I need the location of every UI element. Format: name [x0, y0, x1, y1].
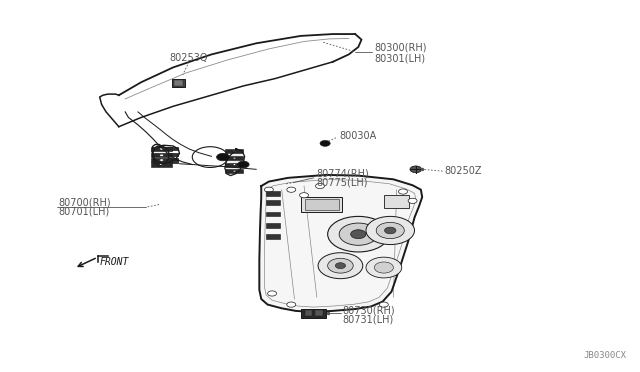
Circle shape: [399, 189, 408, 194]
Text: 80253Q: 80253Q: [170, 53, 209, 63]
Circle shape: [233, 170, 236, 172]
Text: 80731(LH): 80731(LH): [342, 314, 394, 324]
Text: 80730(RH): 80730(RH): [342, 305, 395, 315]
Circle shape: [160, 159, 164, 161]
Bar: [152, 153, 172, 157]
Polygon shape: [153, 146, 170, 166]
Bar: [266, 191, 280, 196]
Bar: [225, 163, 243, 167]
Circle shape: [374, 262, 394, 273]
Circle shape: [335, 263, 346, 269]
Bar: [225, 169, 243, 173]
Circle shape: [339, 223, 378, 245]
Circle shape: [366, 257, 402, 278]
Circle shape: [351, 230, 366, 238]
Bar: [315, 310, 323, 316]
Circle shape: [366, 217, 415, 244]
Circle shape: [328, 258, 353, 273]
Circle shape: [380, 302, 388, 307]
Bar: [266, 212, 280, 217]
Text: FRONT: FRONT: [100, 257, 129, 267]
Circle shape: [233, 157, 236, 159]
Bar: [384, 195, 410, 208]
Circle shape: [233, 164, 236, 165]
Circle shape: [385, 227, 396, 234]
Bar: [305, 310, 312, 316]
Polygon shape: [259, 175, 422, 312]
Circle shape: [160, 154, 164, 156]
Circle shape: [160, 148, 164, 150]
Bar: [172, 78, 184, 87]
Bar: [152, 162, 172, 167]
Circle shape: [318, 253, 363, 279]
Text: 80250Z: 80250Z: [445, 166, 482, 176]
Bar: [173, 80, 182, 86]
Circle shape: [160, 163, 164, 166]
Bar: [152, 147, 172, 151]
Circle shape: [287, 187, 296, 192]
Polygon shape: [225, 149, 244, 176]
Text: 80301(LH): 80301(LH): [374, 53, 426, 63]
Circle shape: [376, 222, 404, 238]
Text: 80030A: 80030A: [339, 131, 376, 141]
Text: 80775(LH): 80775(LH): [317, 177, 368, 187]
Bar: [153, 160, 178, 163]
Circle shape: [287, 302, 296, 307]
Circle shape: [408, 198, 417, 203]
Bar: [153, 158, 178, 161]
Text: 80774(RH): 80774(RH): [317, 168, 369, 178]
Circle shape: [316, 183, 324, 189]
Bar: [152, 158, 172, 162]
Circle shape: [320, 140, 330, 146]
Bar: [266, 201, 280, 205]
Bar: [153, 153, 178, 156]
Circle shape: [328, 217, 389, 252]
Bar: [301, 309, 326, 318]
Text: JB0300CX: JB0300CX: [584, 351, 627, 360]
Bar: [225, 156, 243, 160]
Bar: [301, 197, 342, 212]
Circle shape: [233, 150, 236, 152]
Bar: [153, 147, 178, 150]
Bar: [266, 223, 280, 228]
Bar: [225, 149, 243, 153]
Circle shape: [268, 291, 276, 296]
Circle shape: [216, 153, 229, 161]
Circle shape: [410, 166, 422, 173]
Circle shape: [264, 187, 273, 192]
Bar: [305, 199, 339, 210]
Text: 80300(RH): 80300(RH): [374, 42, 427, 52]
Text: 80700(RH): 80700(RH): [58, 198, 111, 208]
Text: 80701(LH): 80701(LH): [58, 207, 109, 217]
Circle shape: [300, 193, 308, 198]
Bar: [266, 234, 280, 238]
Circle shape: [237, 161, 249, 168]
